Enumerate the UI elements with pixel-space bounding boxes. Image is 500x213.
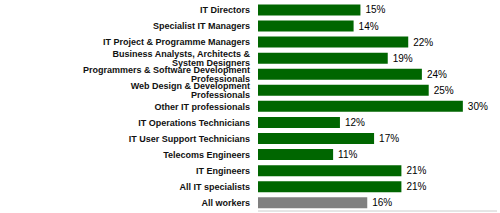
- svg-text:Specialist IT Managers: Specialist IT Managers: [153, 21, 250, 31]
- svg-text:Other IT professionals: Other IT professionals: [154, 102, 250, 112]
- svg-text:IT Operations Technicians: IT Operations Technicians: [138, 118, 250, 128]
- html-text:Business Analysts, Architects: Business Analysts, Architects &: [112, 49, 250, 59]
- svg-text:22%: 22%: [413, 37, 433, 48]
- svg-text:All workers: All workers: [201, 198, 250, 208]
- svg-text:IT Directors: IT Directors: [200, 5, 250, 15]
- svg-text:Telecoms Engineers: Telecoms Engineers: [163, 150, 250, 160]
- svg-text:Web Design & DevelopmentProfes: Web Design & DevelopmentProfessionals: [131, 81, 250, 100]
- svg-text:14%: 14%: [359, 21, 379, 32]
- svg-text:IT User Support Technicians: IT User Support Technicians: [129, 134, 250, 144]
- svg-text:19%: 19%: [393, 53, 413, 64]
- svg-text:IT Project & Programme Manager: IT Project & Programme Managers: [103, 37, 250, 47]
- html-text:Professionals: Professionals: [191, 74, 250, 84]
- svg-text:11%: 11%: [338, 149, 357, 160]
- svg-text:21%: 21%: [406, 165, 426, 176]
- html-text:Programmers & Software Develop: Programmers & Software Development: [82, 65, 250, 75]
- svg-text:21%: 21%: [406, 181, 426, 192]
- svg-text:24%: 24%: [427, 69, 447, 80]
- svg-text:IT Engineers: IT Engineers: [196, 166, 250, 176]
- svg-text:16%: 16%: [372, 197, 392, 208]
- svg-text:30%: 30%: [468, 101, 488, 112]
- html-text:System Designers: System Designers: [172, 58, 250, 68]
- svg-text:15%: 15%: [365, 4, 385, 15]
- svg-text:17%: 17%: [379, 133, 399, 144]
- svg-text:25%: 25%: [434, 85, 454, 96]
- svg-text:12%: 12%: [345, 117, 365, 128]
- svg-text:All IT specialists: All IT specialists: [179, 182, 250, 192]
